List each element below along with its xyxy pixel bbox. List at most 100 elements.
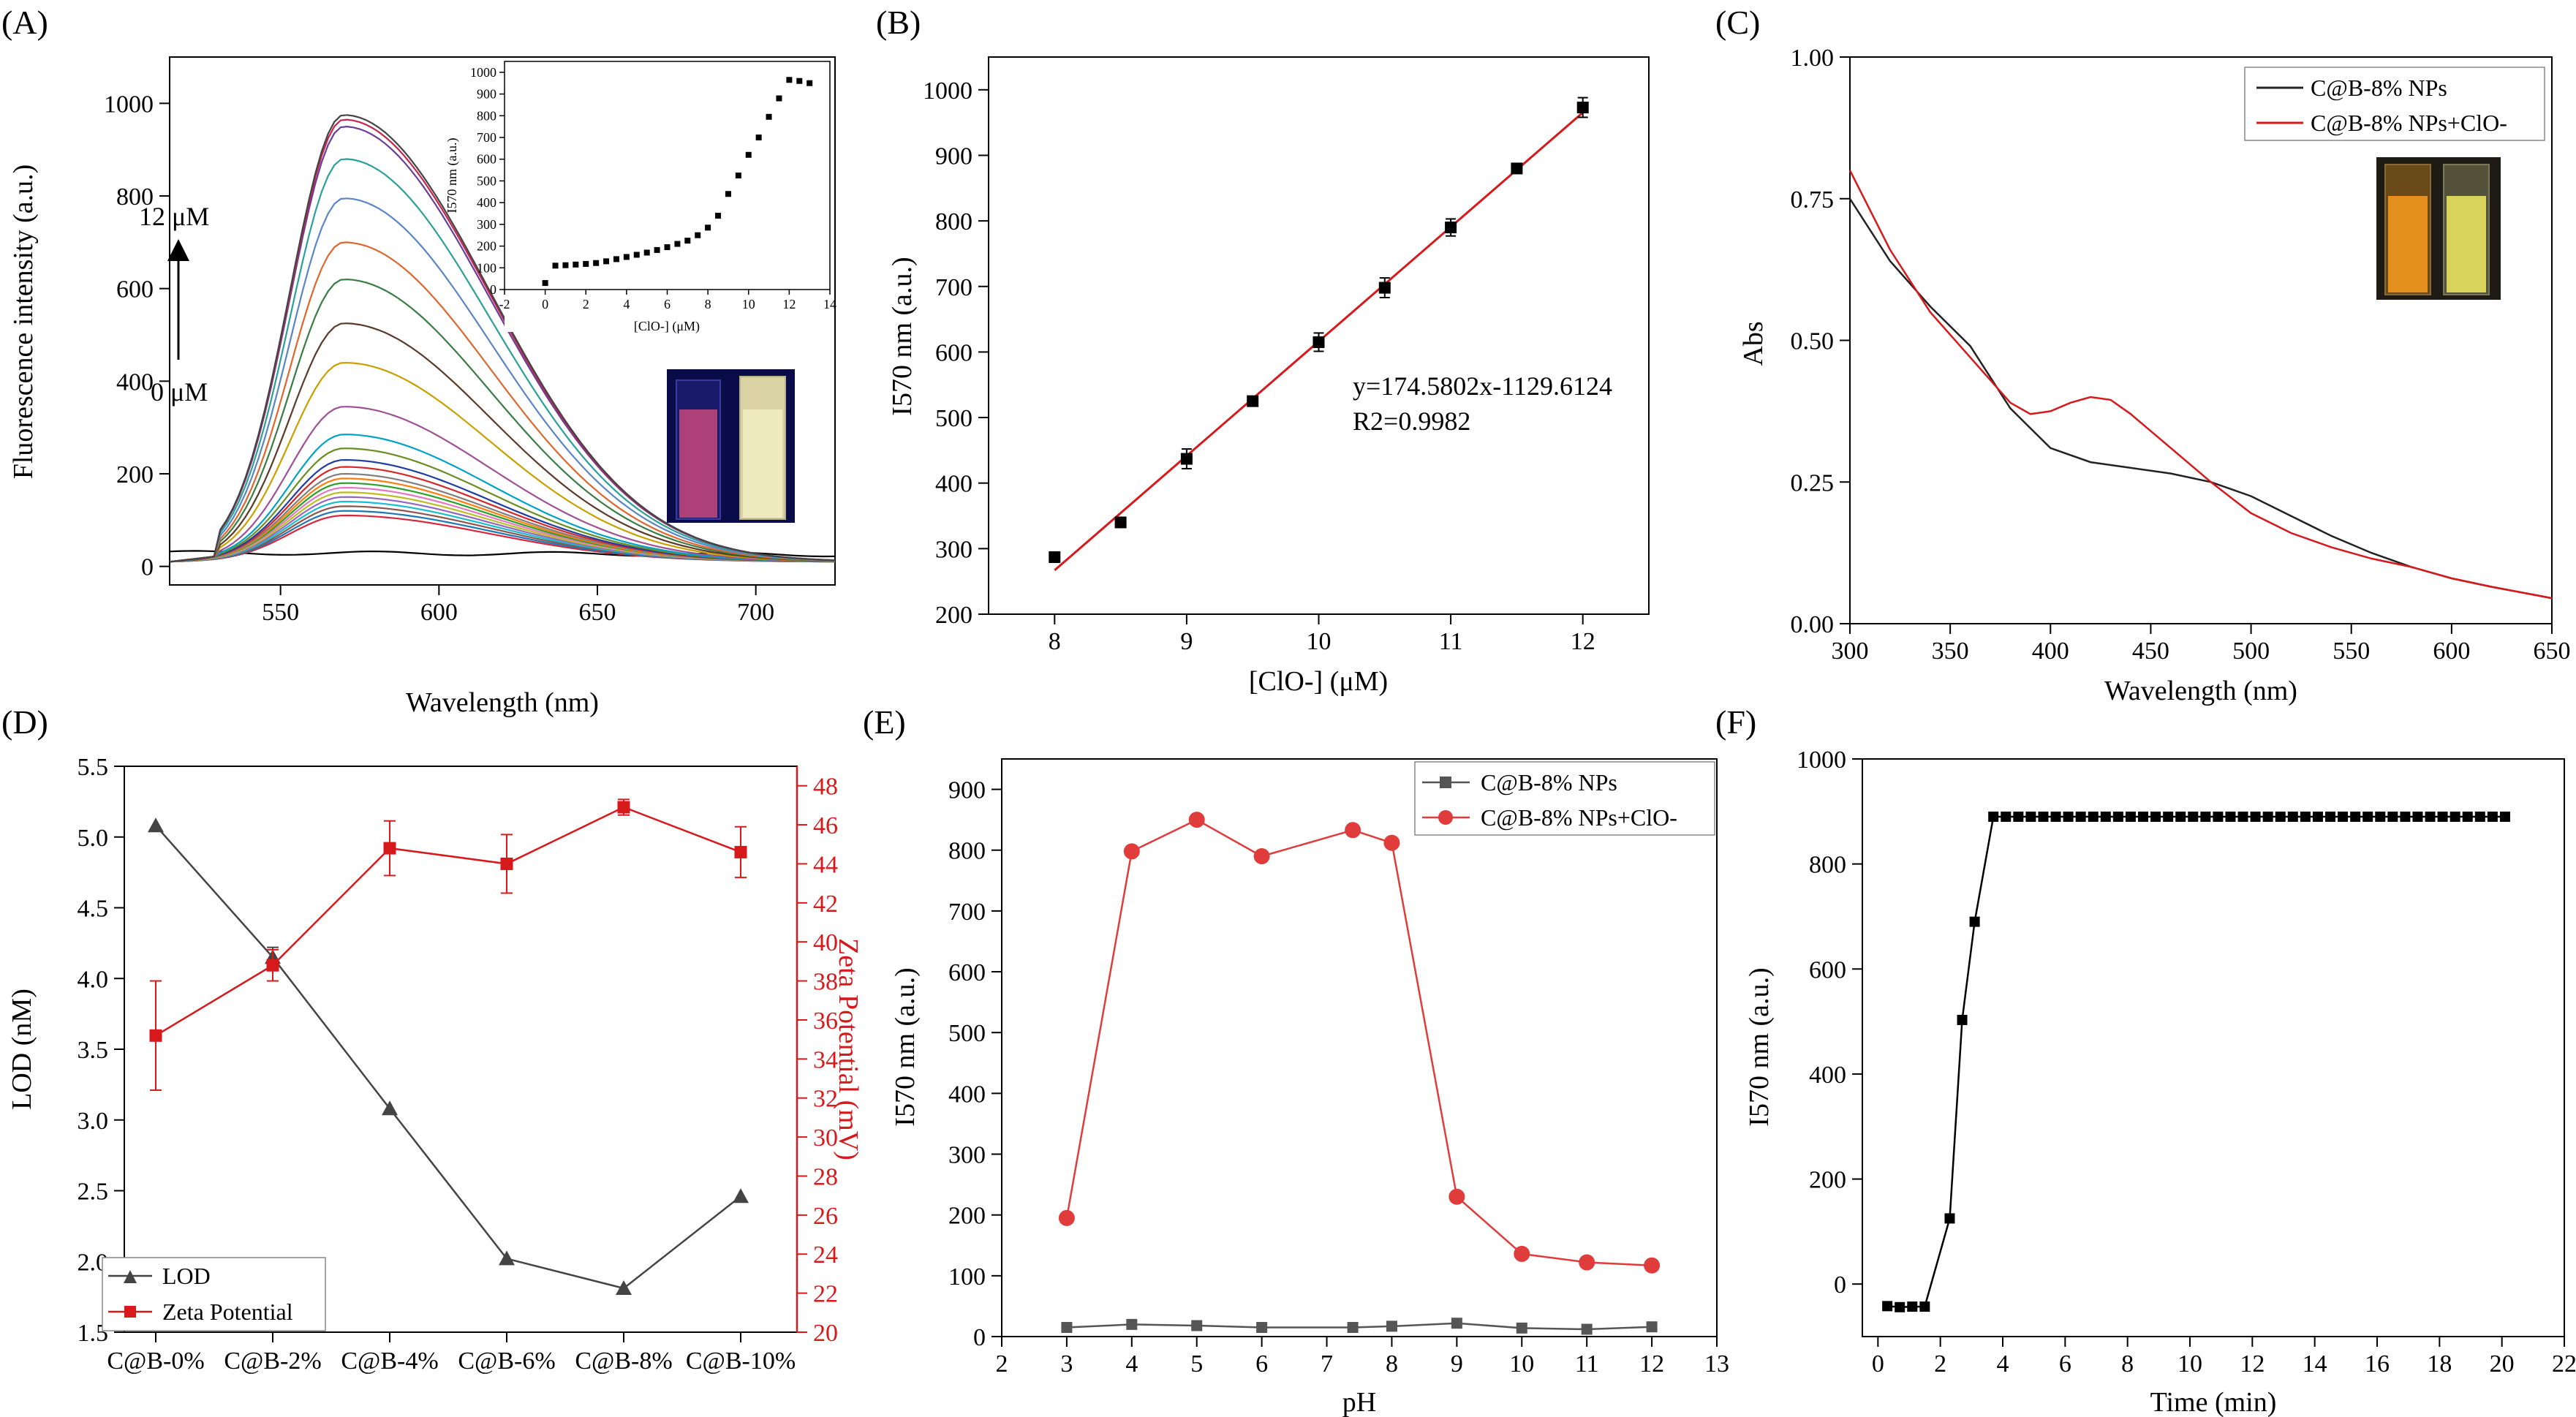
panel-a-inset-point — [684, 238, 691, 244]
panel-e-point-clo — [1058, 1209, 1075, 1226]
panel-d-legend-label-lod: LOD — [162, 1263, 211, 1289]
panel-a-arrow-top-label: 12 μM — [139, 202, 209, 231]
panel-a-ytick-label: 200 — [116, 461, 154, 488]
panel-f-point — [2412, 812, 2423, 822]
panel-f-point — [2425, 812, 2436, 822]
panel-d-legend-label-zeta: Zeta Potential — [162, 1299, 293, 1325]
panel-a-inset-point — [613, 256, 619, 262]
panel-b-ytick-label: 700 — [935, 274, 972, 301]
panel-f-series — [1886, 815, 2505, 1309]
panel-a-inset-point — [755, 135, 762, 140]
panel-d-lod-point — [616, 1280, 632, 1296]
panel-f-xtick-label: 0 — [1872, 1350, 1884, 1378]
panel-e-xtick-label: 3 — [1060, 1350, 1073, 1378]
panel-b-xtick-label: 11 — [1439, 628, 1463, 655]
panel-d-ytick-label: 4.0 — [78, 966, 109, 993]
panel-f-point — [1882, 1301, 1893, 1312]
panel-f-point — [1957, 1014, 1968, 1025]
panel-d-ylabel-left: LOD (nM) — [7, 989, 37, 1110]
panel-f-point — [2225, 812, 2236, 822]
panel-e-plot: 2 3 4 5 6 7 8 9 10 11 12 13 0 100 200 300 400 500 600 700 80… — [948, 777, 1729, 1378]
panel-d-zeta-point — [734, 845, 747, 858]
panel-f-xtick-label: 14 — [2303, 1350, 2327, 1378]
panel-e-point-nps — [1451, 1318, 1462, 1329]
panel-b-r2: R2=0.9982 — [1353, 407, 1470, 436]
panel-b-xtick-label: 10 — [1307, 628, 1332, 655]
panel-c-xtick-label: 450 — [2132, 638, 2169, 665]
panel-a-spectrum-24 — [169, 114, 836, 563]
panel-e-point-clo — [1253, 848, 1270, 865]
panel-a-inset-point — [695, 232, 701, 238]
panel-b-point — [1576, 102, 1589, 114]
panel-b-ytick-label: 600 — [935, 339, 972, 366]
panel-e-point-nps — [1256, 1322, 1268, 1334]
panel-a-inset-xtick-label: 10 — [742, 297, 755, 311]
panel-d-xtick-label: C@B-4% — [341, 1348, 438, 1375]
panel-b-ytick-label: 800 — [935, 208, 972, 235]
panel-f-point — [2038, 812, 2049, 822]
panel-a-inset-ytick-label: 800 — [477, 108, 496, 123]
panel-a-inset-ytick-label: 100 — [477, 260, 496, 275]
panel-b-point — [1180, 453, 1193, 465]
panel-f-point — [2474, 812, 2485, 822]
panel-b-plot: 8 9 10 11 12 200 300 400 500 600 700 800 900 1000 — [923, 78, 1595, 655]
panel-b-point — [1511, 162, 1523, 175]
panel-a-inset-plot: -2 0 2 4 6 8 10 12 14010020030040050060070080090… — [470, 65, 836, 311]
panel-e-frame — [1001, 758, 1718, 1337]
panel-d-frame — [124, 766, 798, 1333]
panel-d-lod-point — [148, 817, 164, 833]
panel-f-point — [2287, 812, 2298, 822]
panel-a-xtick-label: 650 — [579, 599, 616, 626]
panel-f-xtick-label: 4 — [1997, 1350, 2009, 1378]
panel-b-point — [1378, 281, 1391, 294]
panel-f-point — [2350, 812, 2361, 822]
panel-a-spectrum-18 — [169, 278, 836, 563]
panel-a-inset-point — [745, 151, 752, 158]
panel-a-inset-point — [603, 258, 610, 265]
panel-d-zeta-point — [500, 857, 513, 870]
panel-f-point — [2175, 812, 2186, 822]
panel-c-plot: 300 350 400 450 500 550 600 650 0.00 0.25 0.50 0.75… — [1791, 45, 2571, 665]
panel-d-right-ytick-label: 44 — [813, 851, 838, 878]
panel-e-xtick-label: 8 — [1386, 1350, 1398, 1378]
panel-a-inset-xtick-label: -2 — [499, 297, 510, 311]
panel-e-legend-marker-1 — [1440, 776, 1451, 788]
panel-f-point — [2262, 812, 2273, 822]
panel-e-ytick-label: 800 — [948, 838, 986, 865]
panel-f-xtick-label: 8 — [2121, 1350, 2134, 1378]
panel-f-point — [2088, 812, 2099, 822]
panel-a-inset-point — [807, 80, 813, 86]
panel-b-ytick-label: 300 — [935, 536, 972, 563]
panel-a-inset-point — [552, 262, 559, 269]
panel-f-xlabel: Time (min) — [2150, 1387, 2277, 1417]
panel-a-vial-photo — [667, 369, 795, 523]
panel-a-inset-point — [786, 77, 793, 83]
panel-f-point — [2387, 812, 2398, 822]
panel-d-right-ytick-label: 20 — [813, 1320, 838, 1347]
panel-c-label: (C) — [1715, 4, 1760, 41]
panel-c-xtick-label: 400 — [2032, 638, 2069, 665]
panel-a-inset-point — [542, 280, 548, 287]
panel-a-inset-point — [735, 173, 741, 178]
panel-f-point — [2499, 812, 2510, 822]
panel-f-point — [2237, 812, 2248, 822]
panel-d-right-ytick-label: 46 — [813, 812, 838, 839]
panel-e-xtick-label: 5 — [1190, 1350, 1203, 1378]
panel-a-ytick-label: 800 — [116, 184, 154, 211]
panel-f-point — [2163, 812, 2174, 822]
panel-a-spectrum-21 — [169, 158, 836, 563]
panel-a-inset-point — [583, 260, 589, 267]
panel-a-inset-xtick-label: 4 — [623, 297, 630, 311]
panel-a-inset: -2 0 2 4 6 8 10 12 14010020030040050060070080090… — [445, 61, 836, 334]
panel-e-series-1 — [1065, 818, 1653, 1266]
panel-f-xtick-label: 22 — [2552, 1350, 2576, 1378]
panel-f-xtick-label: 10 — [2177, 1350, 2202, 1378]
panel-f-point — [1907, 1301, 1918, 1312]
panel-d-right-ytick-label: 40 — [813, 929, 838, 956]
panel-b-point — [1247, 395, 1259, 407]
panel-e-point-nps — [1646, 1321, 1658, 1333]
panel-d-right-ytick-label: 36 — [813, 1008, 838, 1035]
panel-f-ytick-label: 600 — [1809, 956, 1846, 983]
panel-c-ylabel: Abs — [1738, 321, 1769, 366]
